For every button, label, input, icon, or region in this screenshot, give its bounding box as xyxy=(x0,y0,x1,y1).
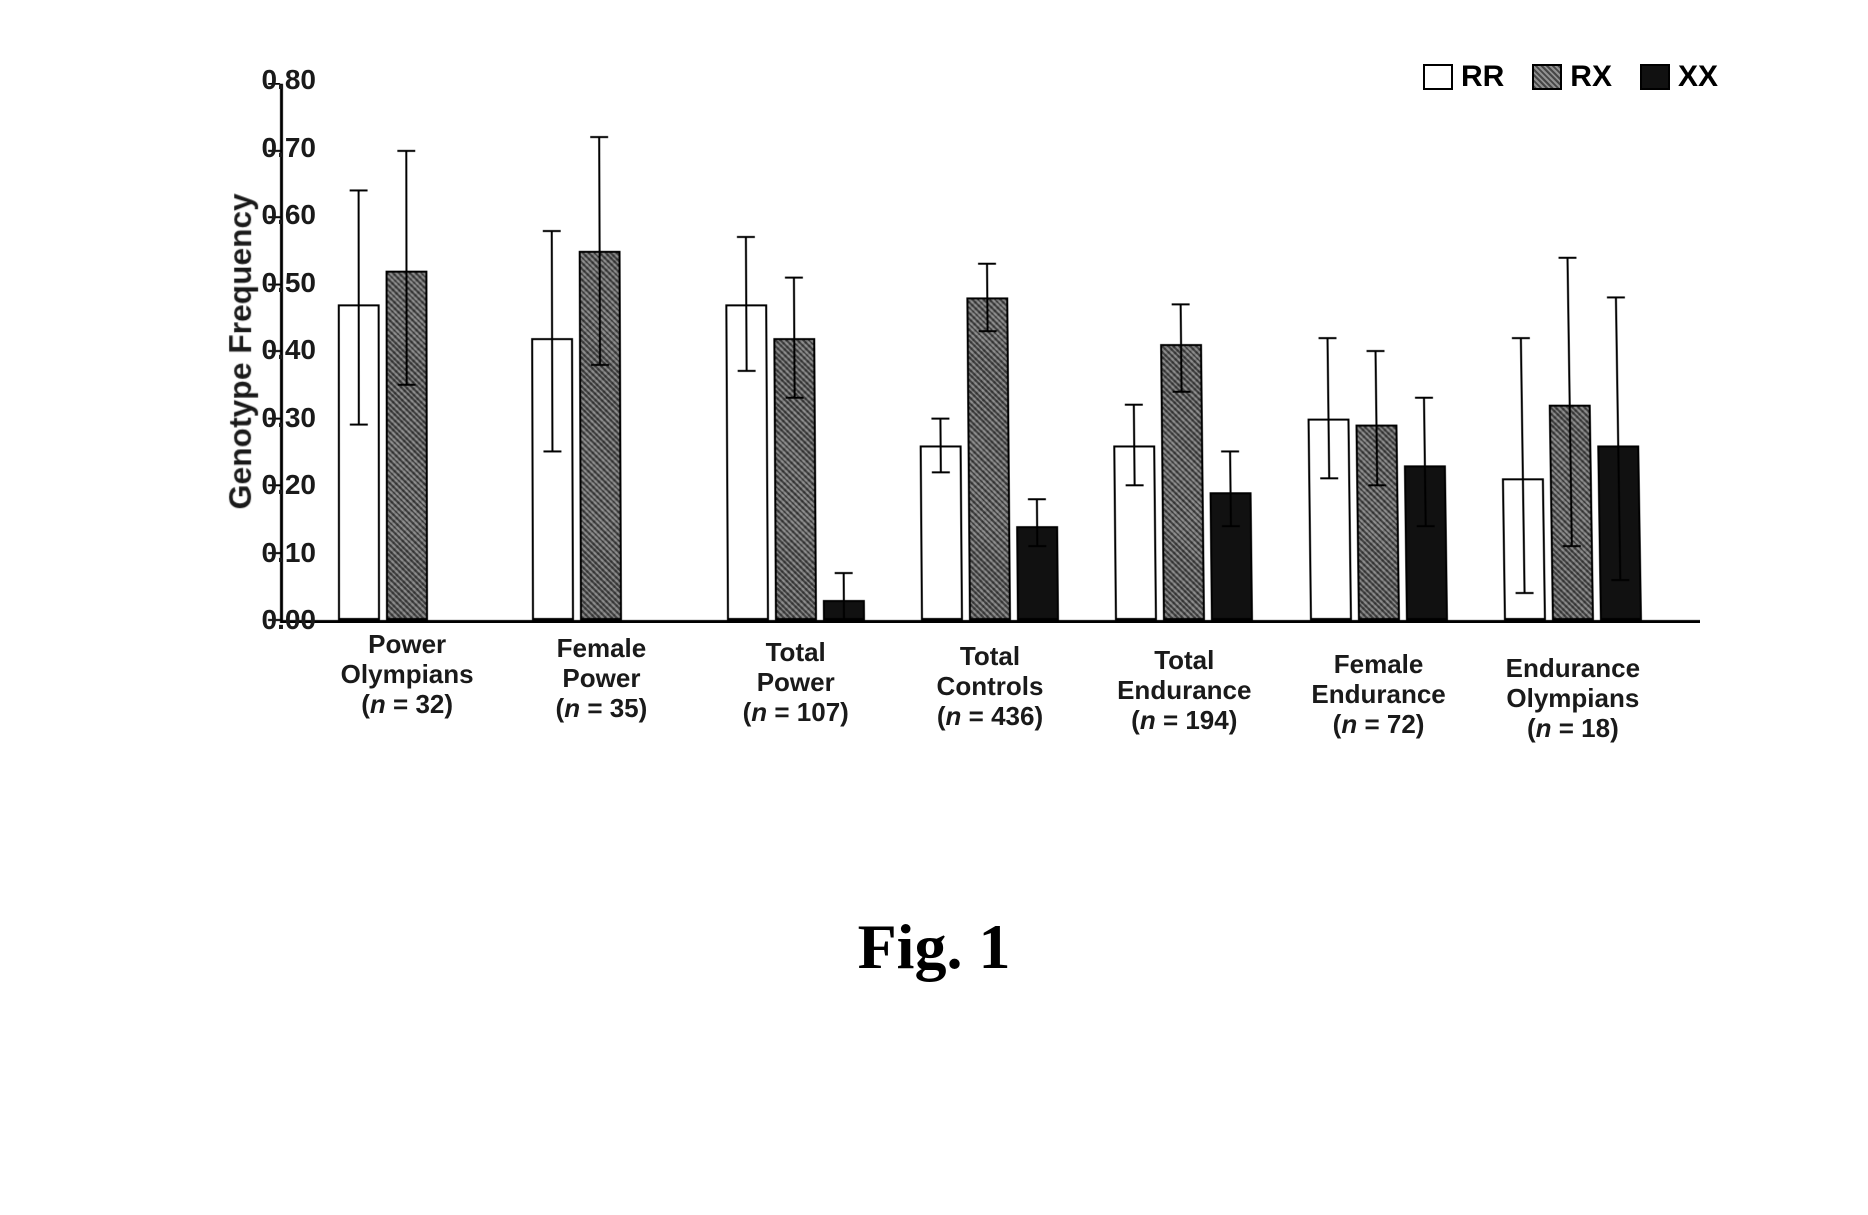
error-cap xyxy=(1515,592,1533,594)
error-bar xyxy=(551,231,554,452)
bar-rx xyxy=(966,297,1011,620)
bar-rx xyxy=(1160,344,1205,620)
y-tick-label: 0.10 xyxy=(216,537,316,569)
error-cap xyxy=(1366,350,1384,352)
error-cap xyxy=(1558,256,1576,258)
x-axis-labels: PowerOlympians(n = 32)FemalePower(n = 35… xyxy=(280,630,1700,820)
x-category-label: FemalePower(n = 35) xyxy=(506,634,696,724)
error-bar xyxy=(986,264,989,331)
x-category-label: PowerOlympians(n = 32) xyxy=(312,630,502,720)
error-cap xyxy=(737,370,755,372)
error-cap xyxy=(1125,404,1143,406)
error-bar xyxy=(1133,405,1136,486)
error-bar xyxy=(358,190,360,424)
error-bar xyxy=(1229,452,1232,526)
y-tick-label: 0.50 xyxy=(216,267,316,299)
error-cap xyxy=(1318,337,1336,339)
error-bar xyxy=(745,237,748,371)
error-bar xyxy=(405,150,407,384)
error-cap xyxy=(1563,545,1581,547)
y-tick-label: 0.30 xyxy=(216,402,316,434)
error-cap xyxy=(785,397,803,399)
x-category-label: TotalPower(n = 107) xyxy=(701,638,891,728)
error-cap xyxy=(1512,337,1530,339)
figure-caption: Fig. 1 xyxy=(0,910,1868,984)
error-cap xyxy=(397,149,415,151)
error-bar xyxy=(939,418,941,472)
error-cap xyxy=(1368,484,1386,486)
error-cap xyxy=(978,263,996,265)
y-tick-label: 0.80 xyxy=(216,64,316,96)
error-cap xyxy=(931,417,949,419)
error-cap xyxy=(1222,525,1240,527)
error-cap xyxy=(591,136,609,138)
error-bar xyxy=(842,573,844,620)
error-bar xyxy=(793,277,796,398)
y-tick-label: 0.00 xyxy=(216,604,316,636)
error-cap xyxy=(1607,296,1625,298)
x-category-label: EnduranceOlympians(n = 18) xyxy=(1478,654,1668,744)
error-cap xyxy=(543,230,561,232)
error-bar xyxy=(1326,338,1330,479)
plot-area: Genotype Frequency xyxy=(280,84,1700,623)
error-bar xyxy=(1036,499,1038,546)
error-cap xyxy=(835,619,853,621)
y-tick-label: 0.20 xyxy=(216,469,316,501)
error-cap xyxy=(834,572,852,574)
error-bar xyxy=(599,137,602,364)
y-tick-label: 0.70 xyxy=(216,132,316,164)
error-cap xyxy=(1221,451,1239,453)
error-cap xyxy=(1172,303,1190,305)
error-cap xyxy=(785,276,803,278)
error-cap xyxy=(1320,478,1338,480)
error-cap xyxy=(350,189,368,191)
x-category-label: FemaleEndurance(n = 72) xyxy=(1284,650,1474,740)
error-cap xyxy=(1173,390,1191,392)
y-tick-label: 0.60 xyxy=(216,199,316,231)
error-cap xyxy=(1028,545,1046,547)
error-cap xyxy=(737,236,755,238)
error-cap xyxy=(1611,579,1629,581)
x-category-label: TotalEndurance(n = 194) xyxy=(1089,646,1279,736)
error-cap xyxy=(1028,498,1046,500)
bar-chart: RR RX XX Genotype Frequency PowerOlympia… xyxy=(120,60,1748,840)
error-cap xyxy=(932,471,950,473)
page: RR RX XX Genotype Frequency PowerOlympia… xyxy=(0,0,1868,1215)
error-bar xyxy=(1374,351,1378,485)
x-category-label: TotalControls(n = 436) xyxy=(895,642,1085,732)
error-cap xyxy=(350,424,368,426)
error-cap xyxy=(1416,525,1434,527)
error-cap xyxy=(591,363,609,365)
error-cap xyxy=(544,451,562,453)
y-tick-label: 0.40 xyxy=(216,334,316,366)
error-cap xyxy=(979,330,997,332)
error-cap xyxy=(398,384,416,386)
error-bar xyxy=(1423,398,1427,526)
error-cap xyxy=(1126,484,1144,486)
error-cap xyxy=(1415,397,1433,399)
